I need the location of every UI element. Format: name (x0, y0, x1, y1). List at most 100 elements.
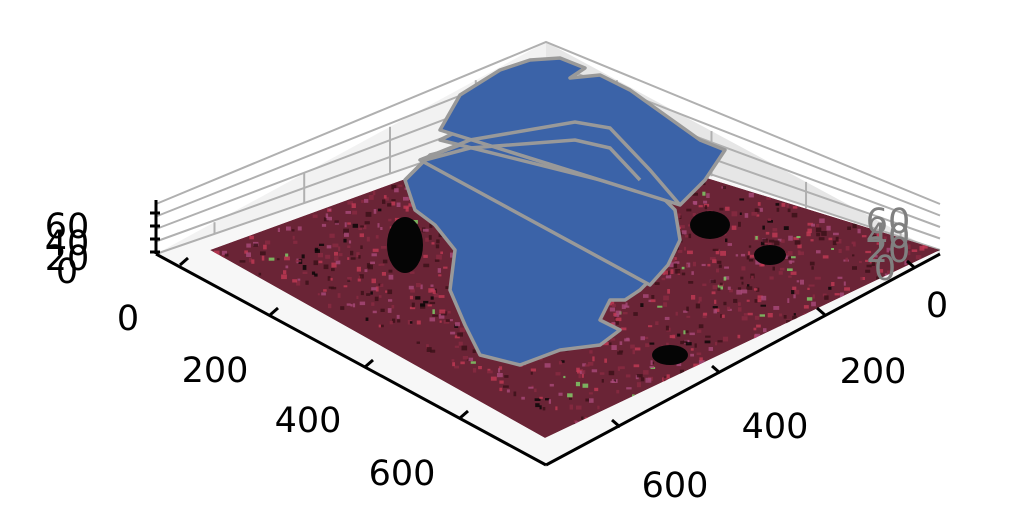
floor-speckle (422, 228, 429, 232)
floor-speckle (792, 315, 797, 320)
floor-speckle (744, 213, 749, 218)
floor-speckle (258, 272, 262, 276)
floor-speckle (431, 242, 435, 245)
floor-speckle (351, 203, 356, 208)
floor-speckle (239, 260, 246, 263)
floor-speckle (323, 289, 327, 292)
floor-speckle (688, 233, 692, 239)
floor-speckle (717, 287, 721, 291)
floor-speckle (686, 315, 691, 318)
floor-speckle (710, 279, 716, 284)
floor-speckle (344, 222, 347, 228)
floor-speckle (249, 235, 254, 240)
floor-speckle (350, 250, 354, 256)
floor-speckle (591, 369, 598, 373)
floor-vessel (754, 245, 786, 265)
floor-speckle (787, 298, 790, 303)
floor-speckle (747, 312, 753, 316)
floor-speckle (719, 207, 724, 211)
floor-speckle (796, 280, 800, 283)
floor-speckle (737, 307, 742, 312)
floor-speckle (708, 347, 713, 351)
floor-speckle (819, 218, 825, 223)
floor-speckle (265, 240, 271, 245)
floor-speckle (786, 204, 789, 208)
floor-speckle (436, 254, 442, 260)
floor-speckle (826, 225, 831, 231)
floor-speckle (246, 252, 251, 257)
floor-speckle (602, 342, 609, 346)
floor-speckle (409, 306, 416, 310)
floor-speckle (692, 192, 698, 196)
floor-speckle (426, 347, 432, 352)
floor-speckle (788, 235, 793, 241)
floor-speckle (472, 349, 476, 353)
floor-speckle (651, 361, 655, 365)
floor-speckle (539, 396, 543, 399)
floor-speckle (636, 374, 643, 378)
floor-speckle (447, 310, 451, 314)
floor-speckle (787, 251, 793, 256)
tick-label: 400 (742, 407, 809, 447)
floor-speckle (281, 274, 287, 280)
floor-speckle (318, 260, 323, 264)
floor-speckle (497, 373, 503, 378)
tick-label: 20 (45, 239, 90, 279)
floor-speckle (643, 336, 649, 340)
floor-speckle (542, 407, 546, 411)
floor-speckle (640, 336, 645, 341)
floor-speckle (337, 293, 341, 298)
floor-speckle (908, 250, 911, 256)
floor-speckle (445, 286, 449, 289)
floor-speckle (397, 319, 401, 323)
stack-polygon-layer (438, 56, 727, 207)
floor-speckle (428, 235, 432, 240)
floor-speckle (314, 273, 318, 277)
floor-speckle (584, 364, 590, 367)
tick-label: 600 (369, 454, 436, 494)
floor-speckle (821, 231, 827, 236)
floor-speckle (703, 200, 708, 204)
floor-speckle (828, 237, 833, 241)
floor-speckle (366, 236, 370, 242)
floor-speckle (558, 392, 563, 396)
floor-speckle (382, 259, 388, 264)
floor-speckle (321, 292, 326, 296)
floor-speckle (325, 213, 329, 219)
floor-speckle (797, 244, 802, 249)
floor-speckle (358, 227, 362, 231)
floor-speckle (608, 300, 615, 306)
floor-speckle (331, 268, 335, 272)
floor-speckle (712, 285, 718, 290)
floor-speckle (852, 254, 855, 257)
floor-speckle (624, 305, 630, 308)
floor-speckle (499, 380, 504, 384)
floor-speckle (664, 316, 670, 320)
floor-speckle (356, 295, 359, 299)
floor-speckle (828, 286, 832, 290)
floor-speckle (391, 199, 396, 202)
floor-speckle (545, 398, 550, 401)
floor-speckle (673, 257, 677, 260)
floor-speckle (374, 296, 379, 302)
floor-speckle (260, 251, 266, 256)
floor-speckle (650, 360, 653, 366)
floor-speckle (837, 276, 843, 279)
floor-speckle (666, 374, 670, 379)
floor-speckle (394, 188, 399, 193)
floor-speckle (685, 263, 688, 268)
floor-speckle (722, 336, 729, 342)
floor-speckle (687, 250, 693, 255)
floor-speckle (626, 337, 630, 341)
floor-speckle (534, 388, 537, 393)
floor-speckle (443, 266, 448, 269)
floor-speckle (544, 363, 551, 368)
floor-speckle (378, 208, 382, 212)
axis-tick (711, 364, 721, 375)
floor-speckle (847, 226, 851, 230)
floor-speckle (221, 254, 225, 259)
floor-speckle (749, 254, 755, 258)
floor-speckle (292, 279, 298, 283)
floor-speckle (774, 240, 780, 246)
floor-speckle (302, 271, 308, 274)
